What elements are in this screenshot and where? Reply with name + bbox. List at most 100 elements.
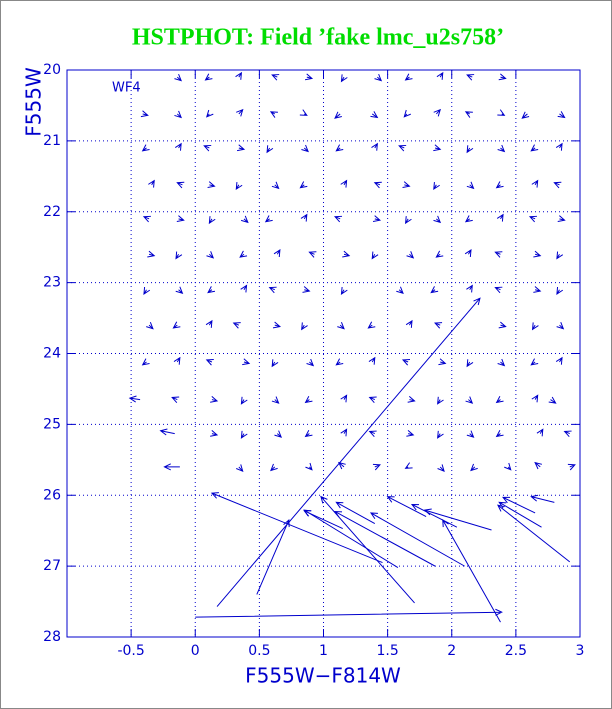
arrow bbox=[494, 251, 503, 258]
arrow bbox=[303, 510, 343, 530]
arrow bbox=[210, 492, 383, 564]
arrow bbox=[147, 250, 156, 258]
arrow bbox=[335, 501, 376, 525]
arrow bbox=[195, 608, 503, 618]
arrow bbox=[270, 463, 278, 472]
arrow bbox=[548, 396, 557, 404]
arrow bbox=[308, 251, 317, 258]
arrow bbox=[304, 395, 313, 404]
arrow bbox=[146, 322, 154, 330]
arrow bbox=[556, 251, 564, 260]
arrow bbox=[438, 358, 447, 366]
arrow bbox=[437, 396, 444, 405]
arrow bbox=[466, 284, 473, 293]
x-tick-label: 1.5 bbox=[376, 643, 398, 659]
arrow bbox=[406, 251, 415, 259]
arrow bbox=[433, 108, 441, 117]
arrow bbox=[210, 395, 219, 403]
arrow bbox=[498, 321, 507, 329]
arrow bbox=[567, 463, 576, 471]
arrow bbox=[502, 496, 536, 514]
y-tick-label: 22 bbox=[43, 204, 61, 220]
arrow bbox=[306, 358, 315, 367]
arrow bbox=[531, 394, 539, 403]
arrow bbox=[434, 322, 443, 329]
y-tick-label: 21 bbox=[43, 133, 61, 149]
arrow bbox=[372, 463, 381, 471]
arrow bbox=[530, 358, 539, 366]
arrow bbox=[405, 319, 413, 328]
arrow bbox=[401, 358, 411, 366]
arrow bbox=[494, 286, 503, 294]
arrow bbox=[176, 181, 185, 189]
arrow bbox=[555, 356, 563, 365]
arrow bbox=[128, 395, 141, 403]
arrow bbox=[410, 503, 458, 528]
arrow bbox=[340, 394, 348, 403]
arrow bbox=[299, 109, 308, 116]
arrow bbox=[299, 181, 308, 189]
arrow bbox=[175, 251, 183, 260]
arrow bbox=[302, 286, 311, 293]
arrow bbox=[496, 213, 504, 222]
y-tick-label: 28 bbox=[43, 629, 61, 645]
arrow bbox=[163, 463, 180, 471]
arrow bbox=[530, 144, 539, 152]
arrow bbox=[433, 144, 442, 152]
arrow bbox=[368, 396, 377, 404]
arrow bbox=[404, 462, 413, 469]
arrow bbox=[372, 215, 382, 223]
arrow bbox=[174, 110, 182, 119]
arrow bbox=[206, 109, 214, 118]
arrow bbox=[216, 297, 481, 607]
arrow bbox=[242, 358, 251, 366]
arrow bbox=[556, 286, 564, 295]
arrow bbox=[368, 356, 376, 365]
arrow bbox=[464, 111, 473, 118]
arrow bbox=[203, 144, 212, 152]
arrow bbox=[271, 181, 280, 190]
arrow bbox=[140, 110, 149, 118]
arrow bbox=[466, 181, 475, 190]
arrow bbox=[404, 73, 413, 81]
arrow bbox=[272, 321, 282, 329]
arrow bbox=[340, 179, 348, 188]
arrow bbox=[271, 74, 280, 81]
arrow bbox=[301, 322, 308, 331]
arrow bbox=[528, 215, 537, 223]
chart-title: HSTPHOT: Field ’fake lmc_u2s758’ bbox=[132, 25, 504, 51]
arrow bbox=[207, 286, 216, 294]
arrow bbox=[373, 181, 382, 189]
x-tick-label: 2.5 bbox=[505, 643, 527, 659]
arrow bbox=[403, 109, 411, 118]
y-tick-label: 27 bbox=[43, 558, 61, 574]
arrow bbox=[175, 286, 184, 295]
arrow bbox=[498, 73, 507, 81]
x-axis-label: F555W−F814W bbox=[245, 664, 401, 688]
arrow bbox=[530, 494, 555, 503]
arrow bbox=[433, 182, 440, 191]
arrow bbox=[304, 430, 313, 438]
arrow bbox=[495, 181, 504, 189]
arrow bbox=[208, 216, 216, 225]
arrow bbox=[271, 359, 279, 368]
arrow bbox=[148, 179, 155, 188]
arrow bbox=[466, 145, 474, 154]
arrow bbox=[369, 512, 465, 567]
arrow bbox=[207, 181, 216, 188]
arrow bbox=[556, 322, 565, 330]
arrow bbox=[240, 430, 248, 439]
arrow bbox=[536, 428, 544, 437]
arrow bbox=[466, 74, 475, 81]
arrow bbox=[174, 73, 182, 82]
arrow bbox=[232, 322, 241, 329]
arrow bbox=[465, 396, 474, 404]
arrow bbox=[172, 321, 181, 329]
arrow bbox=[269, 111, 278, 118]
y-axis-label: F555W bbox=[22, 67, 46, 137]
arrow bbox=[374, 73, 383, 82]
arrow bbox=[176, 215, 185, 223]
arrow bbox=[334, 111, 342, 119]
arrow bbox=[337, 322, 345, 330]
